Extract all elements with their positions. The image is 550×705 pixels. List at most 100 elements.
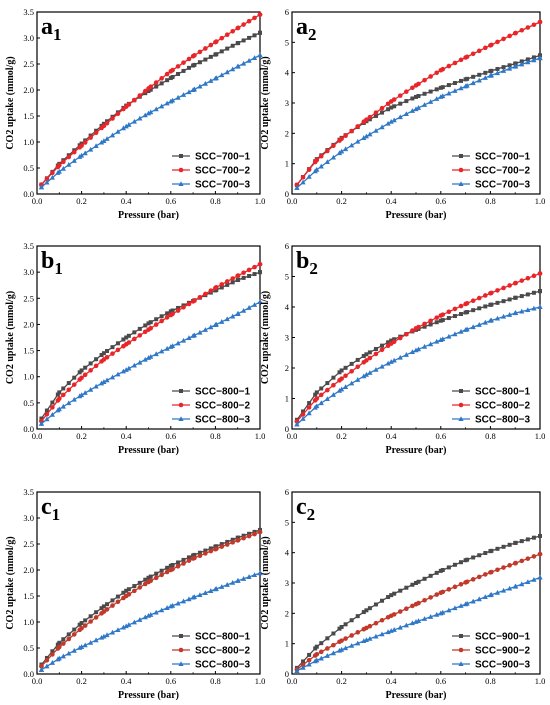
interpolated-marker [409, 620, 416, 626]
interpolated-marker [421, 343, 428, 349]
x-axis-title: Pressure (bar) [385, 690, 446, 701]
interpolated-marker [165, 311, 170, 316]
interpolated-marker [525, 275, 531, 281]
legend-marker [458, 167, 464, 173]
interpolated-marker [471, 308, 476, 313]
interpolated-marker [143, 323, 148, 328]
panel-label: b1 [41, 248, 63, 278]
panel-label: a1 [41, 14, 62, 44]
interpolated-marker [446, 316, 451, 321]
data-point [57, 390, 62, 395]
interpolated-marker [148, 578, 154, 584]
interpolated-marker [154, 84, 159, 89]
interpolated-marker [458, 57, 464, 63]
interpolated-marker [422, 576, 427, 581]
interpolated-marker [446, 587, 452, 592]
interpolated-marker [361, 638, 367, 644]
data-point [389, 338, 394, 343]
interpolated-marker [477, 306, 482, 311]
interpolated-marker [142, 88, 148, 94]
interpolated-marker [104, 377, 110, 383]
interpolated-marker [83, 365, 88, 370]
y-axis-title: CO2 uptake (mmol/g) [5, 56, 16, 149]
interpolated-marker [330, 154, 337, 160]
interpolated-marker [470, 80, 476, 86]
legend-label: SCC−900−1 [475, 632, 530, 643]
interpolated-marker [343, 636, 348, 641]
interpolated-marker [126, 333, 131, 338]
legend-marker [179, 634, 183, 638]
interpolated-marker [452, 80, 457, 85]
interpolated-marker [181, 68, 186, 73]
interpolated-marker [361, 119, 367, 124]
interpolated-marker [110, 603, 115, 608]
interpolated-marker [415, 105, 422, 110]
interpolated-marker [306, 410, 312, 416]
interpolated-marker [312, 398, 318, 403]
interpolated-marker [230, 537, 235, 542]
data-point [363, 133, 369, 139]
y-tick-label: 0.5 [23, 163, 34, 173]
legend-marker [178, 402, 184, 408]
interpolated-marker [252, 531, 257, 537]
interpolated-marker [132, 588, 137, 594]
interpolated-marker [300, 174, 306, 180]
interpolated-marker [186, 555, 191, 560]
interpolated-marker [483, 551, 488, 556]
interpolated-marker [452, 584, 458, 590]
interpolated-marker [175, 308, 181, 313]
interpolated-marker [459, 78, 464, 83]
interpolated-marker [325, 636, 330, 641]
legend-marker [178, 661, 184, 666]
interpolated-marker [49, 412, 55, 417]
data-point [389, 593, 394, 598]
interpolated-marker [71, 158, 77, 163]
interpolated-marker [230, 313, 236, 319]
interpolated-marker [489, 569, 494, 575]
interpolated-marker [142, 614, 148, 620]
series-2 [294, 271, 543, 424]
interpolated-marker [197, 592, 203, 598]
interpolated-marker [373, 620, 379, 626]
interpolated-marker [197, 60, 202, 65]
interpolated-marker [50, 649, 55, 654]
interpolated-marker [252, 272, 257, 277]
series-3 [294, 304, 543, 427]
series-1 [39, 527, 262, 667]
y-tick-label: 4 [285, 548, 290, 558]
interpolated-marker [94, 610, 99, 615]
interpolated-marker [482, 594, 488, 599]
interpolated-marker [373, 366, 379, 372]
interpolated-marker [88, 146, 94, 152]
interpolated-marker [307, 401, 312, 406]
interpolated-marker [373, 110, 379, 115]
legend-marker [458, 416, 464, 421]
panel-label: b2 [296, 248, 318, 278]
interpolated-marker [170, 566, 175, 572]
interpolated-marker [257, 570, 263, 576]
interpolated-marker [361, 626, 367, 632]
y-tick-label: 0 [285, 424, 289, 434]
data-point [414, 94, 418, 99]
interpolated-marker [44, 411, 50, 417]
data-point [124, 335, 129, 340]
x-tick-label: 0.0 [287, 196, 298, 206]
interpolated-marker [203, 57, 208, 62]
data-point [388, 119, 394, 124]
interpolated-marker [72, 627, 77, 632]
interpolated-marker [324, 396, 330, 401]
interpolated-marker [428, 74, 433, 79]
interpolated-marker [236, 535, 241, 540]
panel-subscript: 1 [52, 505, 61, 524]
y-tick-label: 1.5 [23, 591, 34, 601]
panel-subscript: 1 [54, 259, 63, 278]
interpolated-marker [355, 138, 361, 144]
interpolated-marker [409, 108, 416, 113]
interpolated-marker [208, 288, 214, 293]
interpolated-marker [224, 279, 230, 284]
legend-marker [179, 154, 183, 158]
interpolated-marker [241, 533, 246, 538]
interpolated-marker [525, 292, 530, 297]
y-tick-label: 3.0 [23, 513, 34, 523]
interpolated-marker [121, 106, 126, 112]
